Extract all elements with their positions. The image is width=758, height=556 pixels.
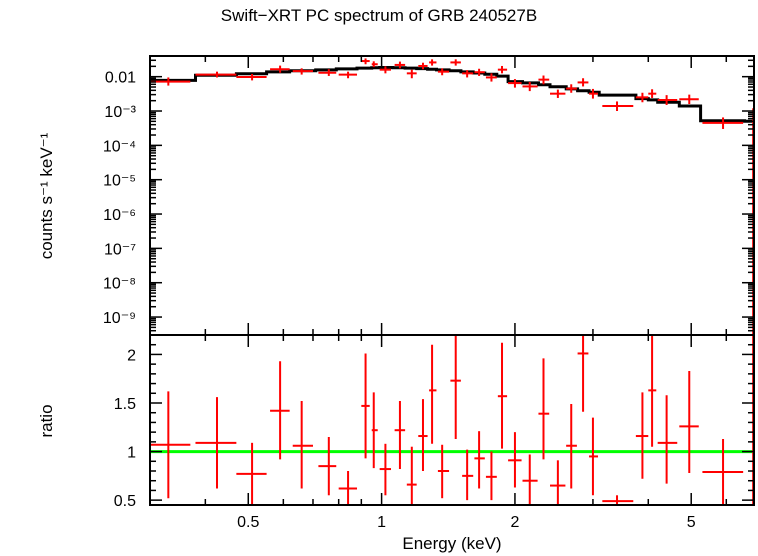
y-tick-label: 1: [127, 445, 136, 462]
spectrum-y-axis-label: counts s⁻¹ keV⁻¹: [37, 132, 56, 259]
ratio-point: [236, 442, 267, 505]
y-tick-label: 2: [127, 347, 136, 364]
ratio-point: [361, 353, 370, 459]
data-point: [371, 61, 378, 68]
data-point: [635, 92, 649, 103]
y-tick-label: 10⁻⁹: [103, 310, 136, 327]
y-tick-label: 0.01: [105, 70, 136, 87]
data-point: [497, 65, 508, 74]
ratio-point: [550, 460, 566, 505]
x-axis-label: Energy (keV): [402, 534, 502, 553]
y-tick-label: 10⁻³: [104, 104, 136, 121]
ratio-point: [379, 443, 391, 496]
ratio-point: [462, 449, 474, 501]
data-point: [566, 84, 577, 93]
ratio-point: [270, 361, 290, 460]
y-tick-label: 0.5: [114, 493, 136, 510]
ratio-point: [371, 392, 378, 469]
ratio-point: [702, 438, 744, 505]
spectrum-panel: 0.01 10⁻³ 10⁻⁴ 10⁻⁵ 10⁻⁶ 10⁻⁷ 10⁻⁸ 10⁻⁹: [103, 55, 755, 336]
data-point: [437, 68, 450, 76]
ratio-panel: 0.5 1 2 5 0.5 1 1.5 2: [114, 56, 755, 531]
data-point: [702, 117, 744, 129]
data-point: [270, 65, 290, 73]
ratio-plot-frame: [149, 334, 755, 506]
x-tick-label: 2: [510, 514, 519, 531]
model-histogram-line: [150, 66, 754, 335]
ratio-point: [338, 471, 358, 505]
data-point: [657, 95, 678, 105]
data-point: [338, 71, 358, 79]
data-point: [429, 59, 437, 66]
ratio-point: [394, 401, 406, 470]
ratio-point: [635, 392, 649, 479]
ratio-point: [589, 417, 599, 496]
ratio-point: [602, 495, 634, 505]
data-point: [648, 89, 657, 98]
ratio-point: [150, 391, 191, 499]
data-point: [236, 73, 267, 81]
ratio-point: [418, 399, 428, 471]
data-point: [508, 79, 522, 88]
chart-title: Swift−XRT PC spectrum of GRB 240527B: [220, 6, 538, 25]
data-point: [379, 66, 391, 74]
ratio-y-axis-label: ratio: [37, 404, 56, 437]
data-point: [522, 81, 538, 92]
ratio-point: [648, 335, 657, 447]
data-point: [318, 69, 337, 76]
data-point: [361, 58, 370, 65]
data-point: [462, 70, 474, 78]
y-tick-label: 10⁻⁴: [103, 138, 136, 155]
ratio-point: [292, 401, 313, 489]
ratio-point: [450, 335, 461, 439]
data-point: [474, 68, 485, 76]
ratio-point: [437, 444, 450, 499]
y-tick-label: 1.5: [114, 396, 136, 413]
data-point: [577, 78, 589, 87]
ratio-point: [657, 395, 678, 484]
data-point: [450, 59, 461, 66]
x-tick-label: 0.5: [237, 514, 259, 531]
data-point: [394, 61, 406, 69]
y-tick-label: 10⁻⁷: [104, 241, 136, 258]
ratio-point: [474, 431, 485, 489]
ratio-point: [497, 342, 508, 449]
data-point: [406, 69, 417, 79]
ratio-point: [577, 335, 589, 412]
ratio-point: [566, 403, 577, 489]
ratio-point: [406, 446, 417, 505]
data-point: [292, 68, 313, 75]
y-tick-label: 10⁻⁵: [103, 173, 136, 190]
ratio-point: [485, 451, 497, 501]
spectrum-plot-frame: [149, 55, 755, 336]
y-tick-label: 10⁻⁸: [103, 276, 136, 293]
ratio-point: [318, 437, 337, 496]
data-point: [679, 94, 699, 105]
x-tick-label: 1: [377, 514, 386, 531]
y-tick-label: 10⁻⁶: [103, 207, 136, 224]
x-tick-label: 5: [687, 514, 696, 531]
data-point: [195, 71, 237, 78]
ratio-point: [508, 432, 522, 488]
ratio-point: [538, 358, 550, 460]
data-point: [485, 73, 497, 82]
data-point: [150, 77, 191, 86]
ratio-point: [522, 454, 538, 505]
ratio-point: [679, 370, 699, 473]
ratio-point: [195, 397, 237, 489]
ratio-point: [429, 344, 437, 444]
data-point: [602, 101, 634, 112]
data-point: [550, 89, 566, 98]
data-point: [589, 88, 599, 99]
data-point: [538, 75, 550, 85]
data-point: [418, 62, 428, 70]
